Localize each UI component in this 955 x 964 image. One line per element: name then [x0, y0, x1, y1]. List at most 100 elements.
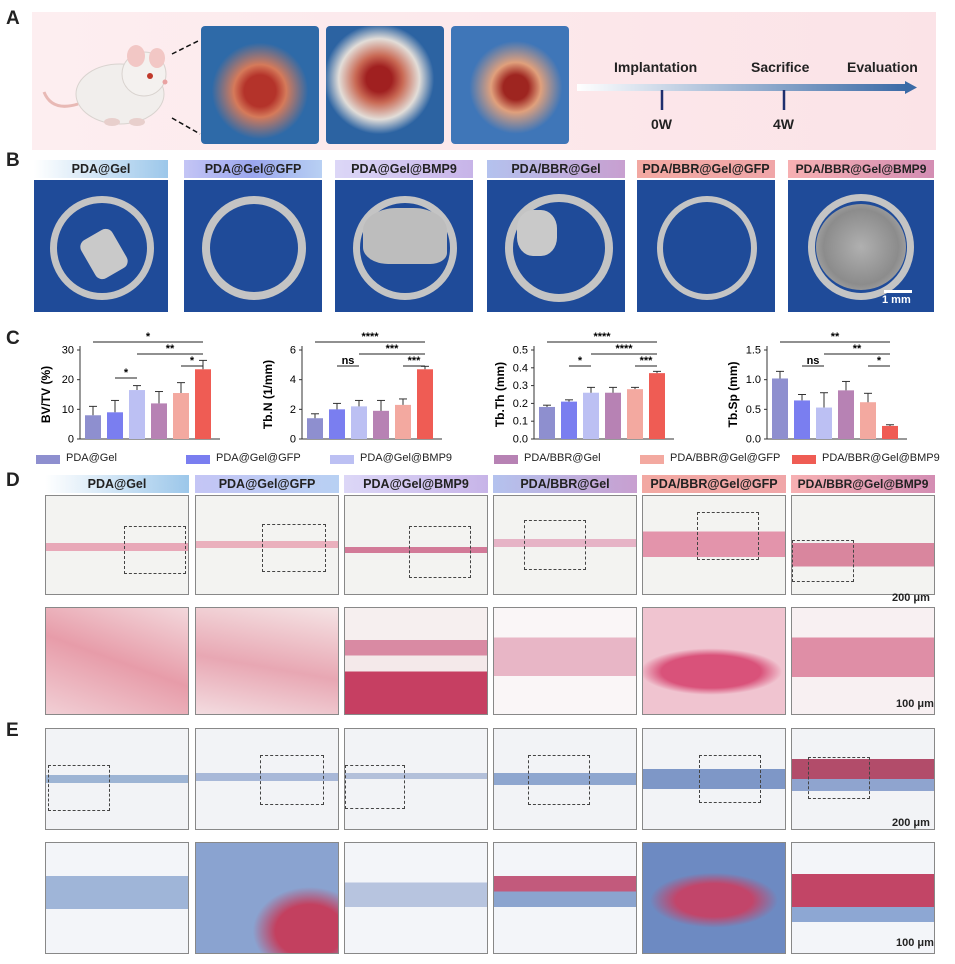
ct-image-1 — [34, 180, 168, 312]
sig-label-3-0: ns — [807, 355, 820, 367]
y-tick-label-3-1: 0.5 — [746, 404, 761, 416]
bar-3-5 — [882, 425, 898, 439]
mt-low-4 — [493, 728, 637, 830]
he-header-3: PDA@Gel@BMP9 — [344, 475, 488, 493]
y-tick-label-1-3: 6 — [290, 345, 296, 357]
legend-swatch-6 — [792, 455, 816, 464]
he-high-4 — [493, 607, 637, 715]
he-low-1 — [45, 495, 189, 595]
panel-label-d: D — [6, 470, 20, 491]
surgery-photo-2 — [326, 26, 444, 144]
y-axis-label-1: Tb.N (1/mm) — [261, 360, 275, 429]
y-tick-label-0-1: 10 — [62, 404, 74, 416]
ct-image-3 — [335, 180, 473, 312]
ct-scale-bar — [884, 290, 912, 293]
ct-header-pda-gel-bmp9: PDA@Gel@BMP9 — [335, 160, 473, 178]
y-tick-label-0-2: 20 — [62, 374, 74, 386]
legend-swatch-1 — [36, 455, 60, 464]
panel-label-b: B — [6, 150, 20, 171]
legend-label-3: PDA@Gel@BMP9 — [360, 452, 453, 464]
y-tick-label-0-0: 0 — [68, 434, 74, 446]
timeline-tick-0w: 0W — [651, 116, 672, 132]
he-header-4: PDA/BBR@Gel — [493, 475, 637, 493]
panel-label-c: C — [6, 328, 20, 349]
y-tick-label-1-1: 2 — [290, 404, 296, 416]
he-header-1: PDA@Gel — [45, 475, 189, 493]
sig-label-3-3: * — [877, 355, 882, 367]
bar-2-4 — [627, 389, 643, 439]
bar-1-4 — [395, 404, 411, 439]
timeline-tick-4w: 4W — [773, 116, 794, 132]
he-header-6: PDA/BBR@Gel@BMP9 — [791, 475, 935, 493]
bar-3-2 — [816, 407, 832, 439]
he-high-scale-label: 100 μm — [896, 698, 934, 710]
legend-swatch-3 — [330, 455, 354, 464]
legend-label-4: PDA/BBR@Gel — [524, 452, 601, 464]
he-high-5 — [642, 607, 786, 715]
mt-high-6: 100 μm — [791, 842, 935, 954]
panel-label-a: A — [6, 8, 20, 29]
legend-swatch-4 — [494, 455, 518, 464]
bar-3-1 — [794, 400, 810, 439]
mt-low-5 — [642, 728, 786, 830]
surgery-photo-1 — [201, 26, 319, 144]
y-tick-label-1-0: 0 — [290, 434, 296, 446]
he-low-2 — [195, 495, 339, 595]
sig-label-3-1: ** — [831, 331, 840, 343]
sig-label-3-2: ** — [853, 343, 862, 355]
bar-1-5 — [417, 369, 433, 439]
mt-high-4 — [493, 842, 637, 954]
surgery-photo-3 — [451, 26, 569, 144]
he-header-5: PDA/BBR@Gel@GFP — [642, 475, 786, 493]
sig-label-0-2: * — [190, 355, 195, 367]
panel-label-e: E — [6, 720, 19, 741]
bar-0-2 — [129, 390, 145, 439]
bar-1-1 — [329, 409, 345, 439]
sig-label-0-0: * — [124, 367, 129, 379]
bar-3-3 — [838, 390, 854, 439]
ct-image-4 — [487, 180, 625, 312]
ct-header-pda-bbr-gel: PDA/BBR@Gel — [487, 160, 625, 178]
legend-label-6: PDA/BBR@Gel@BMP9 — [822, 452, 940, 464]
bar-0-5 — [195, 369, 211, 439]
sig-label-1-3: *** — [408, 355, 422, 367]
y-tick-label-3-2: 1.0 — [746, 374, 761, 386]
he-header-2: PDA@Gel@GFP — [195, 475, 339, 493]
bar-2-3 — [605, 392, 621, 439]
bar-3-0 — [772, 378, 788, 439]
y-tick-label-3-0: 0.0 — [746, 434, 761, 446]
bar-1-2 — [351, 406, 367, 439]
bar-2-1 — [561, 401, 577, 439]
he-low-6: 200 μm — [791, 495, 935, 604]
bar-0-4 — [173, 393, 189, 439]
y-axis-label-0: BV/TV (%) — [39, 366, 53, 423]
bar-2-5 — [649, 373, 665, 439]
y-tick-label-0-3: 30 — [62, 345, 74, 357]
mt-low-2 — [195, 728, 339, 830]
sig-label-0-1: ** — [166, 343, 175, 355]
bar-2-2 — [583, 392, 599, 439]
bar-1-3 — [373, 410, 389, 439]
y-tick-label-2-1: 0.1 — [513, 416, 528, 428]
mt-high-scale-label: 100 μm — [896, 937, 934, 949]
sig-label-1-1: **** — [361, 331, 379, 343]
he-low-3 — [344, 495, 488, 595]
he-high-1 — [45, 607, 189, 715]
he-low-4 — [493, 495, 637, 595]
sig-label-2-2: **** — [615, 343, 633, 355]
legend-swatch-2 — [186, 455, 210, 464]
bar-0-1 — [107, 412, 123, 439]
he-high-2 — [195, 607, 339, 715]
ct-header-pda-bbr-gel-bmp9: PDA/BBR@Gel@BMP9 — [788, 160, 934, 178]
ct-header-pda-gel-gfp: PDA@Gel@GFP — [184, 160, 322, 178]
mt-low-3 — [344, 728, 488, 830]
y-tick-label-1-2: 4 — [290, 374, 296, 386]
legend-label-1: PDA@Gel — [66, 452, 117, 464]
mt-low-1 — [45, 728, 189, 830]
timeline-step-implantation: Implantation — [614, 59, 698, 75]
he-high-6: 100 μm — [791, 607, 935, 715]
y-tick-label-3-3: 1.5 — [746, 345, 761, 357]
mt-high-1 — [45, 842, 189, 954]
ct-image-5 — [637, 180, 775, 312]
y-tick-label-2-0: 0.0 — [513, 434, 528, 446]
